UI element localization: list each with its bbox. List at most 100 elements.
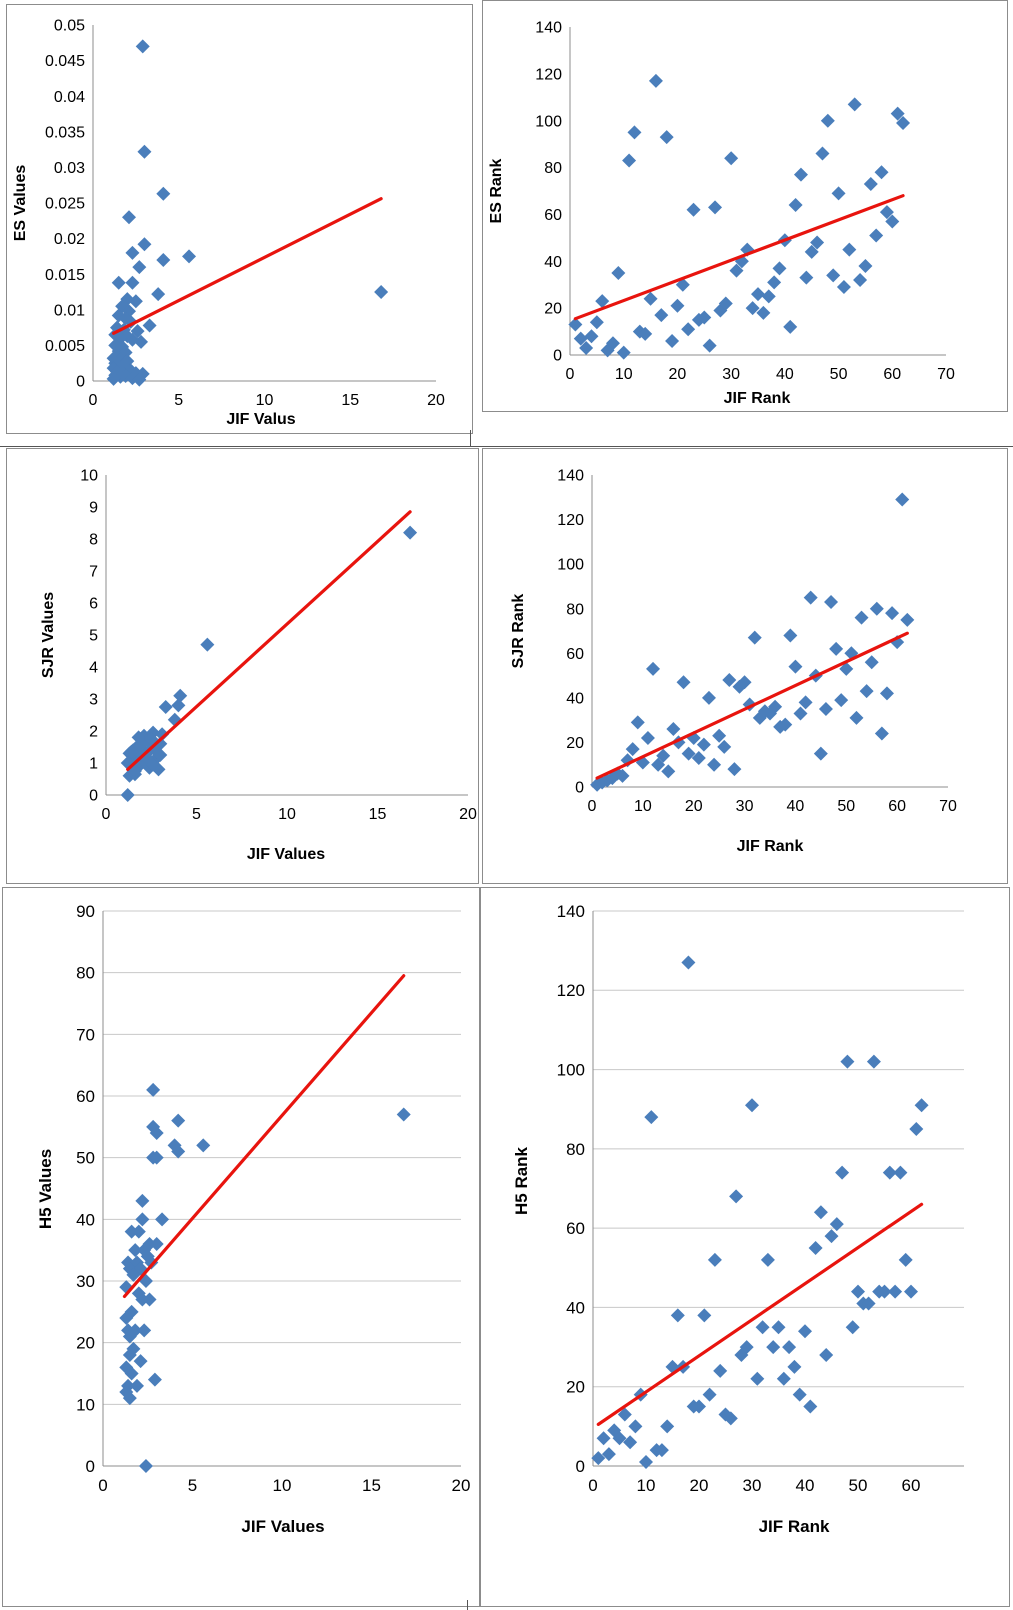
data-point <box>196 1138 211 1153</box>
data-point <box>142 318 157 333</box>
y-tick-label: 140 <box>535 20 562 37</box>
y-tick-label: 0.045 <box>45 53 85 70</box>
data-point <box>124 1304 139 1319</box>
data-point <box>135 1212 150 1227</box>
data-point <box>640 730 655 745</box>
data-point <box>697 1308 712 1323</box>
data-point <box>625 742 640 757</box>
data-point <box>131 730 146 745</box>
x-tick-label: 40 <box>787 798 805 815</box>
y-tick-label: 100 <box>535 113 562 130</box>
data-point <box>803 590 818 605</box>
y-tick-label: 0.015 <box>45 267 85 284</box>
data-point <box>829 641 844 656</box>
chart-sjr-values: 0 1 2 3 4 5 6 7 8 9 10 0 5 10 15 20 JIF Values SJR Values <box>40 468 477 863</box>
data-point <box>722 673 737 688</box>
data-point <box>877 1284 892 1299</box>
data-point <box>643 291 658 306</box>
data-point <box>622 153 637 168</box>
data-point <box>661 764 676 779</box>
data-point <box>697 310 712 325</box>
data-point <box>864 655 879 670</box>
data-point <box>670 298 685 313</box>
panel-es-rank: 0 20 40 60 80 100 120 140 0 10 20 30 40 50 60 70 JIF Ran… <box>482 0 1008 412</box>
data-point <box>691 312 706 327</box>
y-axis-label: SJR Rank <box>510 594 527 669</box>
data-point <box>675 277 690 292</box>
y-tick-label: 0 <box>86 1457 95 1476</box>
x-tick-label: 20 <box>459 806 477 823</box>
data-point <box>831 186 846 201</box>
data-point <box>122 210 137 225</box>
y-tick-label: 4 <box>89 660 98 677</box>
data-point <box>729 263 744 278</box>
data-point <box>859 684 874 699</box>
data-point <box>138 1459 153 1473</box>
data-point <box>890 106 905 121</box>
data-point <box>737 675 752 690</box>
data-point <box>847 97 862 112</box>
panel-sjr-values: 0 1 2 3 4 5 6 7 8 9 10 0 5 10 15 20 JIF Values SJR Values <box>6 448 479 884</box>
chart-sjr-rank: 0 20 40 60 80 100 120 140 0 10 20 30 40 50 60 70 JIF Ran… <box>510 468 957 855</box>
horizontal-divider <box>0 446 1013 447</box>
data-point <box>751 287 765 302</box>
data-point <box>826 268 841 283</box>
data-point <box>125 371 140 386</box>
data-point <box>137 237 152 252</box>
data-point <box>757 704 772 719</box>
data-point <box>727 762 742 777</box>
chart-es-values: 0 0.005 0.01 0.015 0.02 0.025 0.03 0.035 0.04 0.0… <box>12 18 445 428</box>
data-point <box>142 1292 157 1307</box>
data-point <box>858 258 873 273</box>
y-tick-label: 120 <box>557 512 584 529</box>
data-point <box>835 1165 850 1180</box>
data-point <box>591 1451 606 1466</box>
data-point <box>717 739 732 754</box>
data-point <box>612 1431 627 1446</box>
y-tick-label: 80 <box>544 160 562 177</box>
data-point <box>200 637 215 652</box>
data-point <box>718 1407 733 1422</box>
data-point <box>128 1243 143 1258</box>
trend-line <box>596 1202 924 1426</box>
y-tick-label: 20 <box>566 735 584 752</box>
x-tick-label: 10 <box>256 392 274 409</box>
data-point <box>691 751 706 766</box>
data-point <box>627 125 642 140</box>
x-tick-label: 10 <box>278 806 296 823</box>
data-point <box>156 186 171 201</box>
x-tick-label: 15 <box>362 1476 381 1495</box>
data-point <box>745 301 760 316</box>
data-point <box>646 661 661 676</box>
data-point <box>798 1324 812 1339</box>
data-point <box>776 1371 791 1386</box>
data-point <box>885 606 900 621</box>
data-point <box>128 294 143 309</box>
x-tick-label: 30 <box>743 1476 762 1495</box>
data-point <box>665 333 680 348</box>
data-point <box>824 595 839 610</box>
data-point <box>712 728 727 743</box>
y-axis-label: H5 Values <box>36 1149 55 1229</box>
data-point <box>914 1098 929 1113</box>
x-tick-label: 50 <box>849 1476 868 1495</box>
data-point <box>605 771 620 786</box>
data-point <box>584 329 599 344</box>
data-point <box>654 1443 669 1458</box>
data-point <box>756 305 771 320</box>
data-point <box>742 697 757 712</box>
data-point <box>124 1366 139 1381</box>
y-tick-label: 10 <box>76 1395 95 1414</box>
data-point <box>782 1340 797 1355</box>
data-point <box>119 1360 134 1375</box>
data-point <box>146 1119 161 1134</box>
data-point <box>834 693 849 708</box>
chart-es-rank: 0 20 40 60 80 100 120 140 0 10 20 30 40 50 60 70 JIF Ran… <box>488 20 955 407</box>
data-point <box>403 525 418 540</box>
data-point <box>124 744 139 759</box>
y-tick-label: 60 <box>566 1219 585 1238</box>
y-tick-label: 120 <box>557 981 585 1000</box>
data-point <box>605 336 620 351</box>
x-tick-label: 30 <box>736 798 754 815</box>
